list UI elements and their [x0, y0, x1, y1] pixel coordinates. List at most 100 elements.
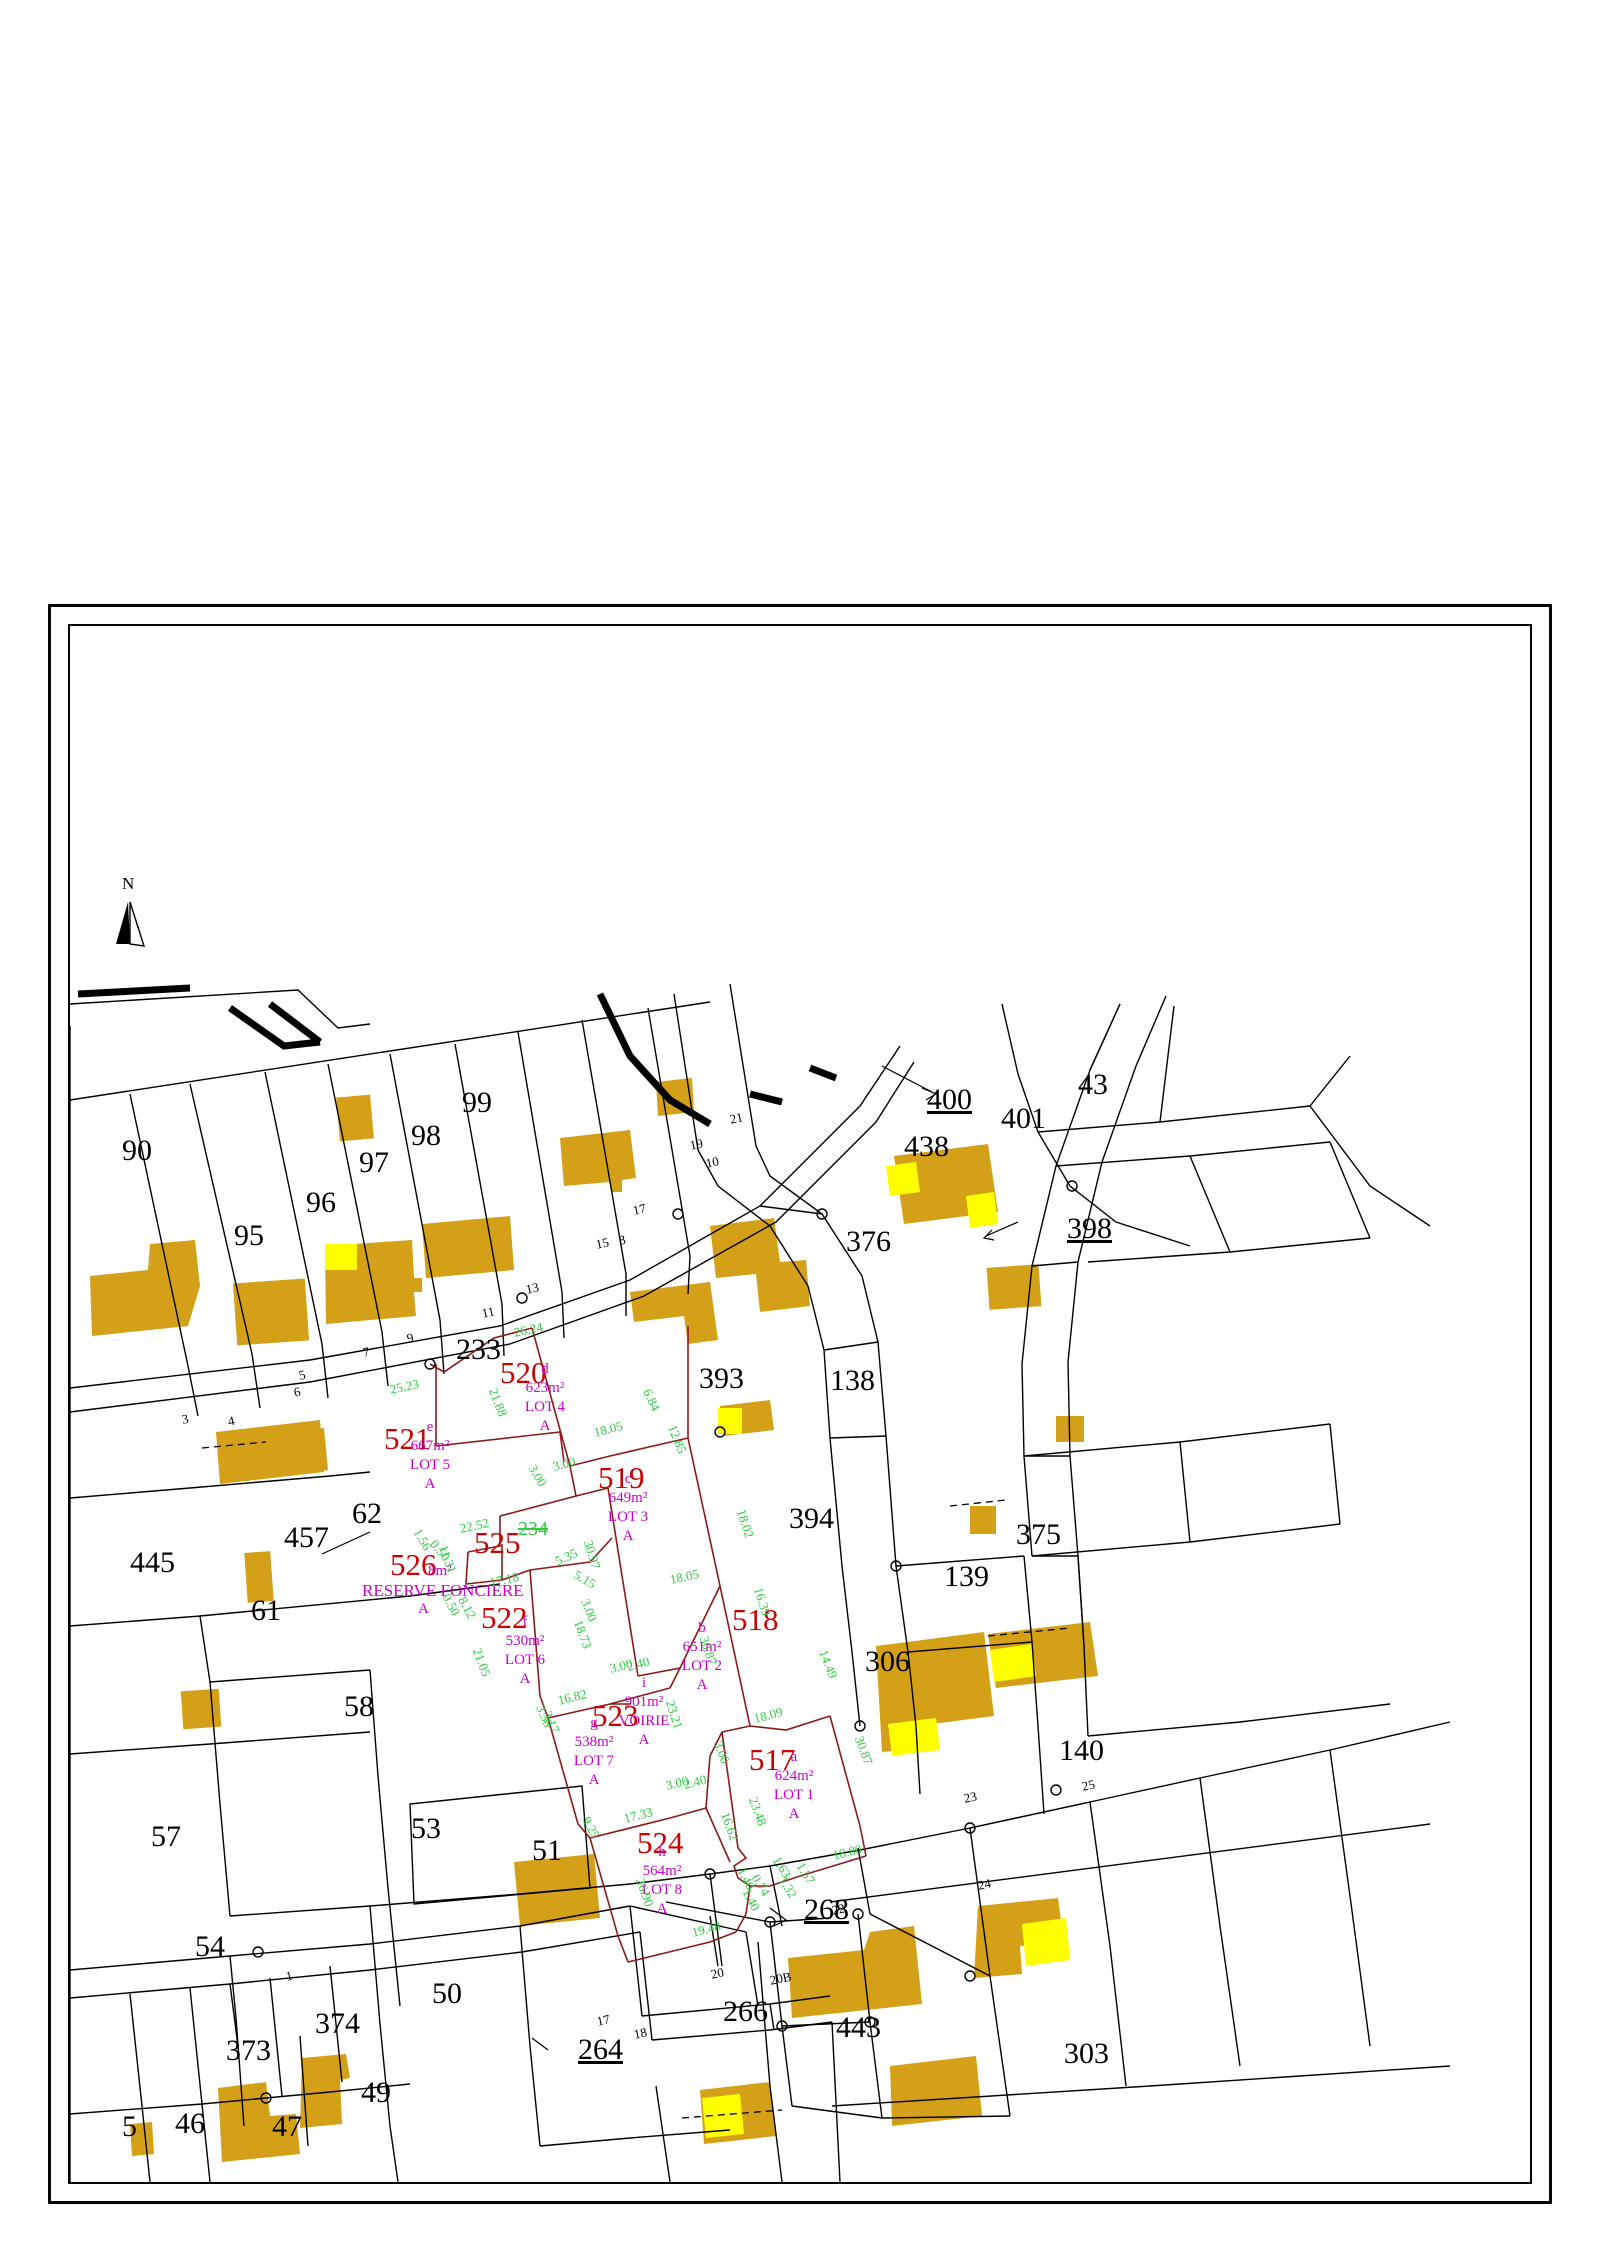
parcel-number-99[interactable]: 99	[462, 1086, 492, 1119]
street-number-21: 21	[728, 1109, 745, 1127]
street-number-10: 10	[704, 1153, 721, 1171]
lot-letter-517: a	[790, 1749, 798, 1765]
lot-number-521[interactable]: 521	[384, 1421, 431, 1456]
lot-area-522: 530m²	[505, 1633, 545, 1649]
parcel-number-306[interactable]: 306	[865, 1645, 910, 1678]
lot-area-520: 623m²	[525, 1380, 565, 1396]
plan-frame-inner	[68, 624, 1532, 2184]
parcel-number-266[interactable]: 266	[723, 1995, 768, 2028]
parcel-number-47[interactable]: 47	[272, 2110, 302, 2143]
parcel-number-96[interactable]: 96	[306, 1186, 336, 1219]
lot-number-524[interactable]: 524	[637, 1825, 684, 1860]
street-number-22: 22	[830, 1900, 847, 1918]
lot-suffix-521: A	[424, 1476, 436, 1492]
lot-letter-521: e	[426, 1419, 434, 1435]
lot-area-517: 624m²	[774, 1768, 814, 1784]
parcel-number-401[interactable]: 401	[1001, 1102, 1046, 1135]
lot-number-523[interactable]: 523	[592, 1698, 639, 1733]
parcel-number-393[interactable]: 393	[699, 1362, 744, 1395]
parcel-number-374[interactable]: 374	[315, 2007, 360, 2040]
lot-area-526: 8m²	[428, 1563, 452, 1579]
parcel-number-46[interactable]: 46	[175, 2107, 205, 2140]
parcel-number-264[interactable]: 264	[578, 2033, 623, 2066]
parcel-number-233[interactable]: 233	[456, 1333, 501, 1366]
lot-letter-518: b	[698, 1620, 706, 1636]
parcel-number-95[interactable]: 95	[234, 1219, 264, 1252]
lot-number-525[interactable]: 525	[474, 1525, 521, 1560]
lot-suffix-526: A	[418, 1601, 429, 1617]
plan-frame-outer	[48, 604, 1552, 2204]
north-arrow	[116, 901, 146, 947]
street-number-25: 25	[1080, 1776, 1097, 1794]
map-canvas[interactable]: N 90 95 96 97 98 99 400 401 43 438 398 376 233 393 138…	[70, 626, 1530, 2182]
parcel-number-49[interactable]: 49	[361, 2076, 391, 2109]
parcel-number-90[interactable]: 90	[122, 1134, 152, 1167]
parcel-number-57[interactable]: 57	[151, 1820, 181, 1853]
lot-code-voirie: VOIRIE	[618, 1713, 670, 1729]
parcel-number-443[interactable]: 443	[836, 2011, 881, 2044]
dashed-detail-layer	[201, 1441, 1071, 2119]
parcel-number-98[interactable]: 98	[411, 1119, 441, 1152]
parcel-number-97[interactable]: 97	[359, 1146, 389, 1179]
lot-number-518[interactable]: 518	[732, 1602, 779, 1637]
lot-suffix-518: A	[696, 1677, 708, 1693]
parcel-number-50[interactable]: 50	[432, 1977, 462, 2010]
lot-code-517: LOT 1	[773, 1787, 815, 1803]
street-number-13: 13	[524, 1279, 541, 1297]
road-emphasis-layer	[77, 984, 838, 1128]
lot-code-522: LOT 6	[504, 1652, 546, 1668]
parcel-number-303[interactable]: 303	[1064, 2037, 1109, 2070]
lot-code-518: LOT 2	[681, 1658, 723, 1674]
lot-area-voirie: 901m²	[624, 1694, 664, 1710]
parcel-number-445[interactable]: 445	[130, 1546, 175, 1579]
parcel-number-51[interactable]: 51	[532, 1834, 562, 1867]
lot-suffix-voirie: A	[638, 1732, 650, 1748]
reserve-fonciere-label: RESERVE FONCIERE	[362, 1581, 524, 1600]
parcel-number-373[interactable]: 373	[226, 2034, 271, 2067]
lot-number-517[interactable]: 517	[749, 1742, 796, 1777]
lot-number-519[interactable]: 519	[598, 1460, 645, 1495]
parcel-number-58[interactable]: 58	[344, 1690, 374, 1723]
lot-number-522[interactable]: 522	[481, 1600, 528, 1635]
lot-suffix-519: A	[622, 1528, 634, 1544]
parcel-number-400[interactable]: 400	[927, 1083, 972, 1116]
lot-code-521: LOT 5	[409, 1457, 451, 1473]
parcel-number-268[interactable]: 268	[804, 1893, 849, 1926]
lot-code-520: LOT 4	[524, 1399, 566, 1415]
parcel-number-457[interactable]: 457	[284, 1521, 329, 1554]
parcel-number-375[interactable]: 375	[1016, 1518, 1061, 1551]
lot-number-520[interactable]: 520	[500, 1355, 547, 1390]
parcel-number-438[interactable]: 438	[904, 1130, 949, 1163]
parcel-boundaries-layer	[70, 983, 1451, 2182]
lot-letter-voirie: i	[641, 1675, 647, 1691]
street-number-24: 24	[976, 1875, 993, 1893]
cadastral-map-svg	[70, 901, 1451, 2182]
parcel-number-61[interactable]: 61	[251, 1594, 281, 1627]
parcel-number-5[interactable]: 5	[122, 2110, 137, 2143]
lot-code-519: LOT 3	[607, 1509, 649, 1525]
street-number-18: 18	[632, 2024, 649, 2042]
lot-suffix-522: A	[519, 1671, 531, 1687]
parcel-number-376[interactable]: 376	[846, 1225, 891, 1258]
lot-area-523: 538m²	[574, 1734, 614, 1750]
parcel-number-139[interactable]: 139	[944, 1560, 989, 1593]
parcel-number-53[interactable]: 53	[411, 1812, 441, 1845]
lot-suffix-517: A	[788, 1806, 800, 1822]
lot-boundaries-layer	[429, 1326, 867, 1963]
lot-letter-524: h	[658, 1844, 666, 1860]
lot-code-523: LOT 7	[573, 1753, 615, 1769]
parcel-number-140[interactable]: 140	[1059, 1734, 1104, 1767]
parcel-number-54[interactable]: 54	[195, 1930, 225, 1963]
lot-letter-519: c	[624, 1471, 632, 1487]
street-number-20: 20	[709, 1964, 726, 1982]
parcel-number-138[interactable]: 138	[830, 1364, 875, 1397]
parcel-number-43[interactable]: 43	[1078, 1068, 1108, 1101]
lot-number-526[interactable]: 526	[390, 1547, 437, 1582]
street-number-15: 15	[594, 1234, 611, 1252]
parcel-number-394[interactable]: 394	[789, 1502, 834, 1535]
street-number-19: 19	[688, 1135, 705, 1153]
parcel-number-62[interactable]: 62	[352, 1497, 382, 1530]
street-number-11: 11	[480, 1303, 496, 1321]
buildings-layer	[90, 1078, 1098, 2162]
parcel-number-398[interactable]: 398	[1067, 1212, 1112, 1245]
